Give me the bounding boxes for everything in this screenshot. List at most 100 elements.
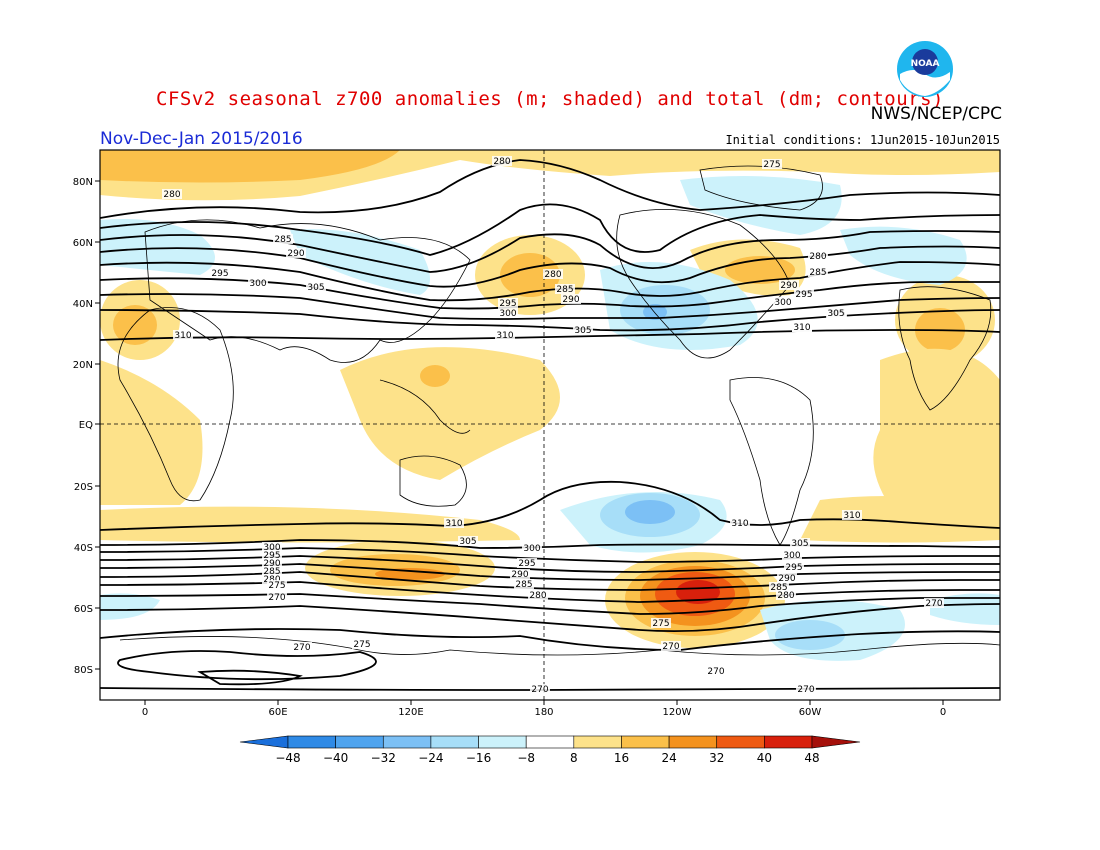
contour-label: 280 [529, 591, 546, 601]
colorbar-level-label: −8 [517, 751, 535, 765]
contour-label-bg [826, 308, 846, 318]
colorbar-box [764, 735, 813, 749]
contour-label: 300 [774, 298, 791, 308]
contour-label-bg [458, 536, 478, 546]
lon-label-0-east: 0 [940, 707, 946, 718]
contour-label: 280 [809, 252, 826, 262]
colorbar-box [478, 735, 527, 749]
contour-label: 310 [843, 511, 860, 521]
agency-label: NWS/NCEP/CPC [870, 104, 1002, 124]
colorbar-box [621, 735, 670, 749]
contour-label-bg [262, 558, 282, 568]
contour-label: 305 [827, 309, 844, 319]
colorbar-level-label: −48 [275, 751, 300, 765]
initial-conditions-label: Initial conditions: 1Jun2015-10Jun2015 [725, 133, 1000, 147]
contour-label-bg [522, 543, 542, 553]
contour-label: 270 [707, 667, 724, 677]
contour-label-bg [173, 330, 193, 340]
lon-label-180: 180 [534, 707, 553, 718]
contour-label-bg [514, 579, 534, 589]
contour-label: 285 [263, 567, 280, 577]
contour-label-bg [924, 598, 944, 608]
contour-label: 295 [263, 551, 280, 561]
contour-label-bg [352, 639, 372, 649]
colorbar-box [430, 735, 479, 749]
contour-label-bg [773, 297, 793, 307]
contour-label: 275 [652, 619, 669, 629]
contour-label-bg [777, 573, 797, 583]
contour-label-bg [267, 580, 287, 590]
contour-label: 285 [515, 580, 532, 590]
contour-label: 290 [778, 574, 795, 584]
contour-label: 300 [249, 279, 266, 289]
colorbar-box [716, 735, 765, 749]
colorbar-level-label: −40 [323, 751, 348, 765]
contour-label-bg [661, 641, 681, 651]
contour-label-bg [492, 156, 512, 166]
contour-label: 280 [163, 190, 180, 200]
colorbar-level-label: −32 [371, 751, 396, 765]
contour-label-bg [262, 566, 282, 576]
contour-label-bg [730, 518, 750, 528]
contour-label-bg [790, 538, 810, 548]
colorbar-arrow-left [239, 735, 289, 749]
contour-label-bg [498, 298, 518, 308]
contour-label-bg [286, 248, 306, 258]
contour-label: 285 [556, 285, 573, 295]
contour-label: 285 [809, 268, 826, 278]
colorbar-box [287, 735, 336, 749]
contour-label-bg [573, 325, 593, 335]
contour-label: 300 [523, 544, 540, 554]
lat-label-20s: 20S [74, 482, 93, 493]
contour-label-bg [796, 684, 816, 694]
contour-label-bg [495, 330, 515, 340]
contour-label: 310 [793, 323, 810, 333]
contour-label: 275 [353, 640, 370, 650]
colorbar-box [573, 735, 622, 749]
contour-label-bg [784, 562, 804, 572]
contour-label-bg [262, 542, 282, 552]
contour-label-bg [262, 550, 282, 560]
contour-label-bg [262, 574, 282, 584]
contour-label: 310 [445, 519, 462, 529]
contour-label-bg [842, 510, 862, 520]
contour-label-bg [762, 159, 782, 169]
contour-label-bg [808, 251, 828, 261]
lon-label-60w: 60W [799, 707, 822, 718]
lon-label-120e: 120E [398, 707, 423, 718]
lat-label-80s: 80S [74, 665, 93, 676]
contour-label-bg [782, 550, 802, 560]
colorbar-box [335, 735, 384, 749]
contour-label-bg [543, 269, 563, 279]
contour-label-bg [794, 289, 814, 299]
colorbar-level-label: −16 [466, 751, 491, 765]
contour-label: 270 [531, 685, 548, 695]
contour-label: 285 [770, 583, 787, 593]
lat-label-20n: 20N [73, 360, 93, 371]
lon-label-120w: 120W [663, 707, 692, 718]
contour-label: 290 [263, 559, 280, 569]
contour-label: 305 [791, 539, 808, 549]
contour-label-bg [651, 618, 671, 628]
longitude-axis: 0 60E 120E 180 120W 60W 0 [142, 700, 946, 718]
contour-label-bg [528, 590, 548, 600]
colorbar-level-label: 8 [570, 751, 578, 765]
contour-label: 290 [562, 295, 579, 305]
contour-label: 300 [783, 551, 800, 561]
contour-label: 290 [511, 570, 528, 580]
contour-label: 310 [731, 519, 748, 529]
colorbar-level-label: 48 [804, 751, 819, 765]
contour-label-bg [517, 558, 537, 568]
contour-label: 295 [518, 559, 535, 569]
colorbar-level-label: 40 [757, 751, 772, 765]
colorbar-level-label: 32 [709, 751, 724, 765]
contour-label-bg [808, 267, 828, 277]
contour-label-bg [561, 294, 581, 304]
colorbar-level-label: −24 [418, 751, 443, 765]
contour-label-bg [292, 642, 312, 652]
contour-label-bg [267, 592, 287, 602]
svg-text:NOAA: NOAA [911, 59, 940, 69]
colorbar-box [525, 735, 575, 749]
